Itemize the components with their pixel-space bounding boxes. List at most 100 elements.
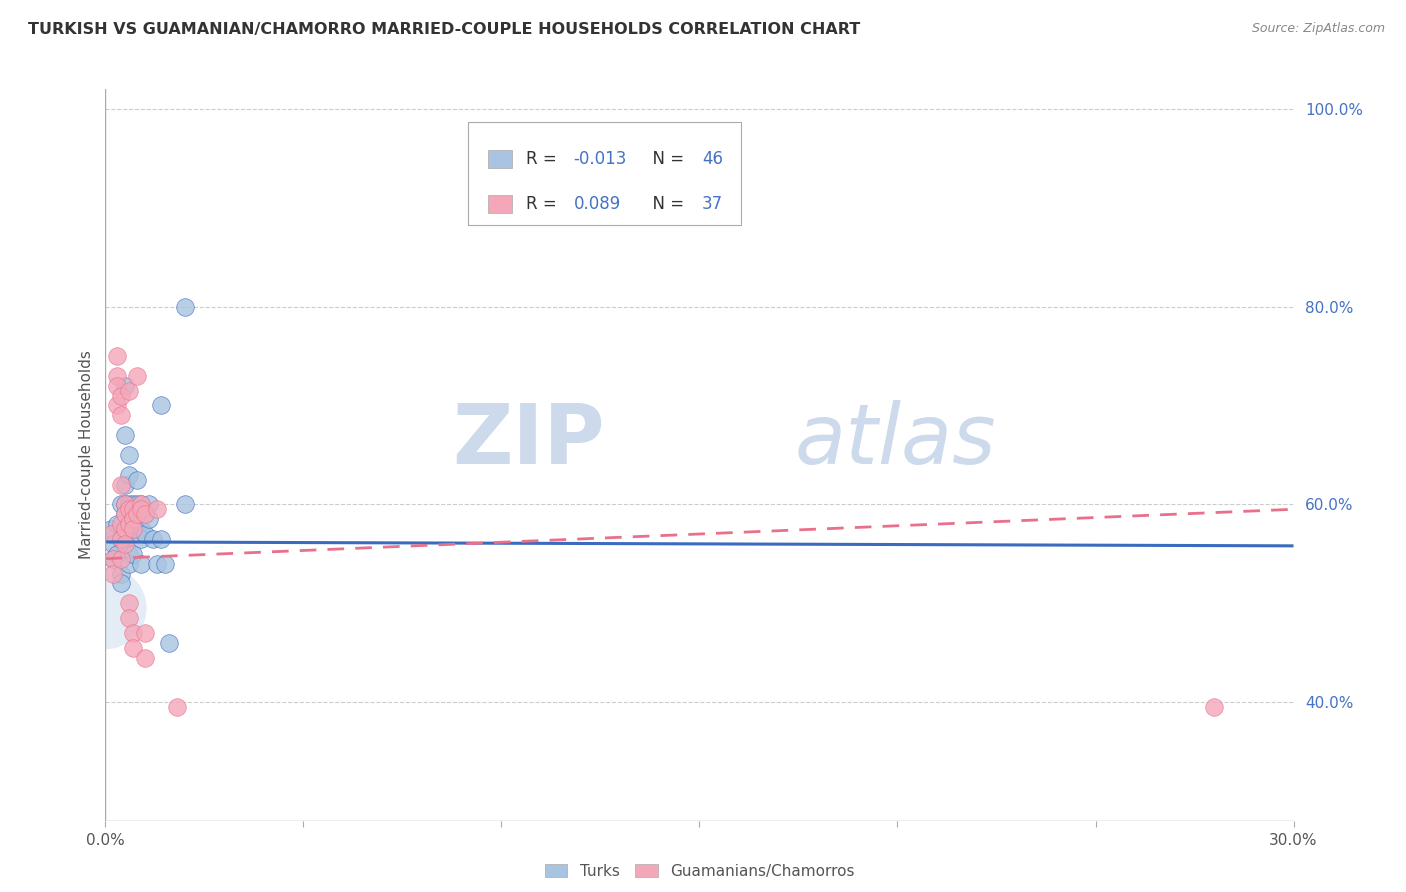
Point [105, 378, 128, 392]
Point [149, 399, 172, 413]
Point [1204, 700, 1226, 714]
Text: 46: 46 [702, 150, 723, 168]
Point [105, 399, 128, 413]
Text: R =: R = [526, 150, 562, 168]
Point [110, 532, 132, 546]
FancyBboxPatch shape [488, 194, 512, 213]
Point [149, 532, 172, 546]
Point [103, 566, 125, 581]
Point [114, 537, 136, 551]
Point [122, 625, 145, 640]
Point [127, 473, 149, 487]
Point [134, 527, 156, 541]
Point [118, 517, 141, 532]
Y-axis label: Married-couple Households: Married-couple Households [79, 351, 94, 559]
Point [166, 700, 188, 714]
Point [134, 507, 156, 521]
Point [100, 522, 122, 536]
Point [118, 448, 141, 462]
Point [94, 601, 117, 615]
Point [122, 547, 145, 561]
Point [134, 650, 156, 665]
Point [134, 507, 156, 521]
Point [114, 477, 136, 491]
Point [173, 300, 195, 314]
Point [122, 502, 145, 516]
Legend: Turks, Guamanians/Chamorros: Turks, Guamanians/Chamorros [544, 863, 855, 879]
Point [110, 389, 132, 403]
Point [110, 566, 132, 581]
Text: 0.089: 0.089 [574, 194, 621, 213]
FancyBboxPatch shape [488, 150, 512, 169]
Point [100, 527, 122, 541]
Point [118, 547, 141, 561]
Point [127, 507, 149, 521]
Point [129, 497, 152, 511]
Point [118, 497, 141, 511]
Point [118, 502, 141, 516]
Point [105, 547, 128, 561]
Point [129, 522, 152, 536]
Point [105, 349, 128, 363]
Point [110, 497, 132, 511]
Point [127, 507, 149, 521]
Point [142, 532, 165, 546]
Point [146, 557, 169, 571]
Point [157, 636, 180, 650]
Point [129, 497, 152, 511]
Point [129, 557, 152, 571]
Point [122, 497, 145, 511]
Point [105, 517, 128, 532]
Point [153, 557, 176, 571]
Point [122, 522, 145, 536]
Text: R =: R = [526, 194, 562, 213]
Text: TURKISH VS GUAMANIAN/CHAMORRO MARRIED-COUPLE HOUSEHOLDS CORRELATION CHART: TURKISH VS GUAMANIAN/CHAMORRO MARRIED-CO… [28, 22, 860, 37]
Point [114, 497, 136, 511]
Point [118, 467, 141, 482]
Point [105, 368, 128, 383]
Point [110, 576, 132, 591]
Point [114, 378, 136, 392]
Text: Source: ZipAtlas.com: Source: ZipAtlas.com [1251, 22, 1385, 36]
Point [110, 409, 132, 423]
Point [127, 522, 149, 536]
Text: N =: N = [643, 150, 690, 168]
Text: atlas: atlas [794, 400, 997, 481]
Point [134, 625, 156, 640]
Point [114, 428, 136, 442]
Point [114, 497, 136, 511]
Point [114, 532, 136, 546]
Text: ZIP: ZIP [451, 400, 605, 481]
Point [118, 611, 141, 625]
FancyBboxPatch shape [468, 122, 741, 225]
Point [114, 507, 136, 521]
Point [127, 368, 149, 383]
Point [114, 522, 136, 536]
Point [127, 497, 149, 511]
Text: 37: 37 [702, 194, 723, 213]
Point [122, 512, 145, 526]
Point [129, 532, 152, 546]
Point [103, 551, 125, 566]
Text: N =: N = [643, 194, 690, 213]
Point [118, 384, 141, 398]
Point [118, 596, 141, 610]
Point [110, 477, 132, 491]
Point [138, 497, 160, 511]
Point [146, 502, 169, 516]
Point [118, 517, 141, 532]
Point [118, 557, 141, 571]
Point [122, 512, 145, 526]
Point [173, 497, 195, 511]
Point [114, 507, 136, 521]
Point [103, 551, 125, 566]
Point [110, 532, 132, 546]
Point [122, 640, 145, 655]
Point [103, 537, 125, 551]
Point [129, 502, 152, 516]
Text: -0.013: -0.013 [574, 150, 627, 168]
Point [122, 522, 145, 536]
Point [110, 551, 132, 566]
Point [110, 517, 132, 532]
Point [122, 507, 145, 521]
